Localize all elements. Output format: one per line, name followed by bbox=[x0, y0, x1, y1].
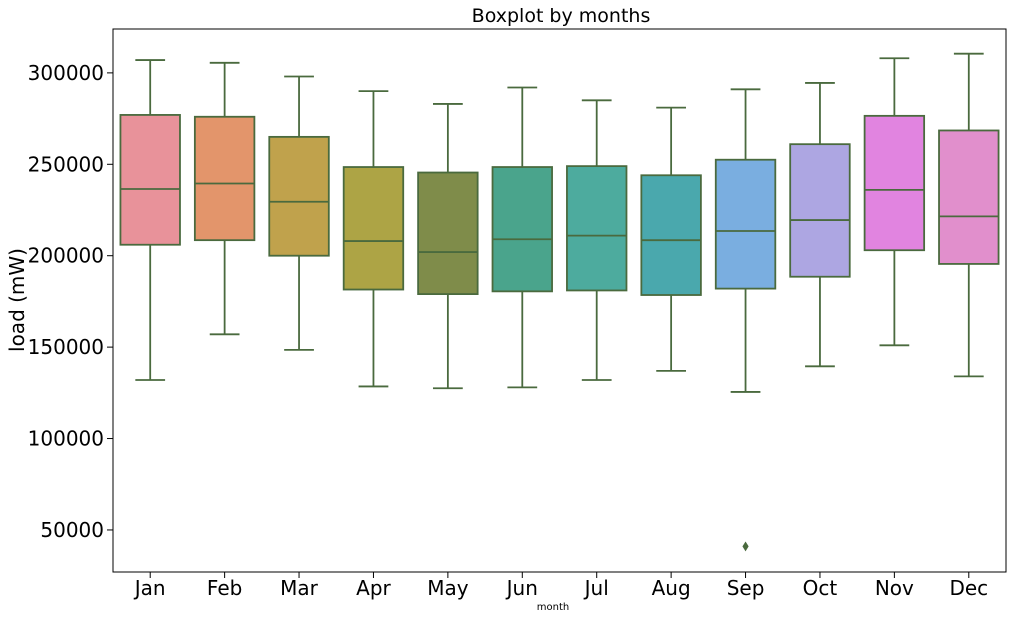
box-sep bbox=[714, 88, 777, 552]
x-tick-label: Aug bbox=[652, 576, 691, 600]
box-iqr bbox=[268, 135, 330, 257]
x-tick-label: Feb bbox=[207, 576, 242, 600]
x-tick-label: Dec bbox=[949, 576, 988, 600]
box-iqr bbox=[342, 166, 405, 291]
x-tick-label: Oct bbox=[803, 576, 838, 600]
y-tick-label: 150000 bbox=[28, 335, 104, 359]
box-mar bbox=[268, 75, 330, 351]
y-tick-label: 50000 bbox=[40, 518, 104, 542]
box-iqr bbox=[566, 165, 628, 292]
box-iqr bbox=[193, 115, 256, 242]
box-aug bbox=[640, 106, 702, 372]
box-dec bbox=[938, 52, 1000, 378]
chart-title: Boxplot by months bbox=[472, 5, 651, 27]
boxes-layer bbox=[119, 52, 1000, 552]
box-iqr bbox=[417, 171, 479, 296]
y-axis: 50000 100000 150000 200000 250000 300000 bbox=[28, 61, 113, 542]
box-iqr bbox=[119, 114, 181, 246]
box-iqr bbox=[714, 158, 777, 290]
plot-frame bbox=[112, 28, 1007, 573]
box-iqr bbox=[491, 166, 553, 293]
x-tick-label: May bbox=[427, 576, 469, 600]
box-feb bbox=[193, 61, 256, 336]
box-nov bbox=[863, 57, 926, 347]
y-tick-label: 200000 bbox=[28, 244, 104, 268]
box-iqr bbox=[863, 114, 926, 252]
box-iqr bbox=[938, 129, 1000, 265]
box-iqr bbox=[640, 174, 702, 296]
x-tick-label: Jul bbox=[583, 576, 609, 600]
x-axis: Jan Feb Mar Apr May Jun Jul Aug Sep Oct Nov Dec bbox=[133, 572, 988, 600]
y-tick-label: 250000 bbox=[28, 152, 104, 176]
x-tick-label: Jan bbox=[133, 576, 166, 600]
box-iqr bbox=[789, 143, 851, 278]
box-jul bbox=[566, 99, 628, 381]
y-tick-label: 300000 bbox=[28, 61, 104, 85]
x-tick-label: Apr bbox=[356, 576, 391, 600]
x-tick-label: Mar bbox=[280, 576, 319, 600]
y-axis-label: load (mW) bbox=[5, 248, 29, 352]
x-tick-label: Nov bbox=[875, 576, 914, 600]
box-jan bbox=[119, 59, 181, 381]
x-tick-label: Sep bbox=[727, 576, 765, 600]
outlier-point bbox=[742, 541, 749, 552]
box-apr bbox=[342, 90, 405, 388]
box-jun bbox=[491, 86, 553, 389]
box-oct bbox=[789, 82, 851, 368]
x-tick-label: Jun bbox=[505, 576, 538, 600]
y-tick-label: 100000 bbox=[28, 427, 104, 451]
box-may bbox=[417, 103, 479, 390]
x-axis-label: month bbox=[537, 602, 569, 613]
